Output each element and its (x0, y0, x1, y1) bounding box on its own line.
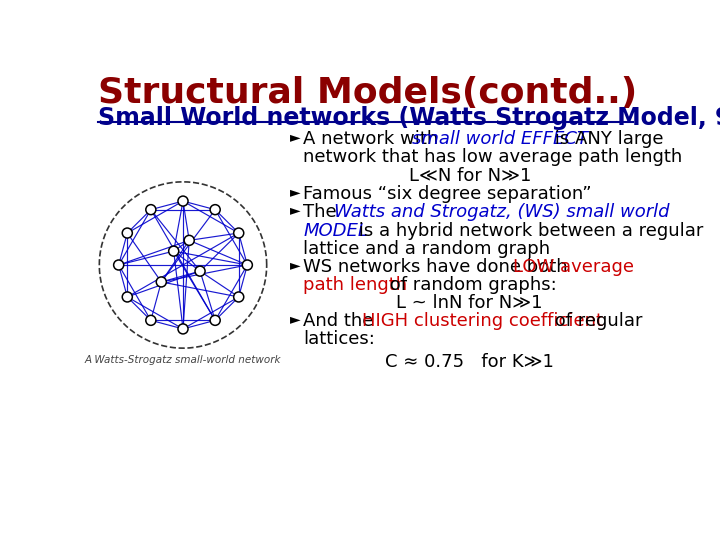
Circle shape (243, 260, 253, 270)
Text: network that has low average path length: network that has low average path length (303, 148, 683, 166)
Circle shape (210, 205, 220, 215)
Text: MODEL: MODEL (303, 221, 368, 240)
Circle shape (156, 277, 166, 287)
Text: Small World networks (Watts Strogatz Model, 98): Small World networks (Watts Strogatz Mod… (98, 106, 720, 130)
Text: lattice and a random graph: lattice and a random graph (303, 240, 550, 258)
Text: L≪N for N≫1: L≪N for N≫1 (408, 167, 531, 185)
Text: is ANY large: is ANY large (549, 130, 663, 148)
Text: ►: ► (290, 312, 300, 326)
Text: The: The (303, 204, 343, 221)
Text: ►: ► (290, 258, 300, 272)
Text: Watts and Strogatz, (WS) small world: Watts and Strogatz, (WS) small world (333, 204, 669, 221)
Text: LOW average: LOW average (513, 258, 634, 276)
Text: A network with: A network with (303, 130, 444, 148)
Circle shape (168, 246, 179, 256)
Circle shape (122, 228, 132, 238)
Text: ►: ► (290, 185, 300, 199)
Circle shape (195, 266, 205, 276)
Text: small world EFFECT: small world EFFECT (413, 130, 588, 148)
Text: Structural Models(contd..): Structural Models(contd..) (98, 76, 637, 110)
Circle shape (234, 292, 244, 302)
Text: A Watts-Strogatz small-world network: A Watts-Strogatz small-world network (85, 355, 282, 365)
Circle shape (178, 196, 188, 206)
Text: is a hybrid network between a regular: is a hybrid network between a regular (354, 221, 703, 240)
Circle shape (145, 315, 156, 326)
Text: lattices:: lattices: (303, 330, 375, 348)
Text: C ≈ 0.75   for K≫1: C ≈ 0.75 for K≫1 (385, 353, 554, 370)
Text: L ~ lnN for N≫1: L ~ lnN for N≫1 (397, 294, 543, 312)
Text: of regular: of regular (549, 312, 642, 330)
Text: HIGH clustering coefficient: HIGH clustering coefficient (362, 312, 603, 330)
Text: ►: ► (290, 130, 300, 144)
Circle shape (234, 228, 244, 238)
Circle shape (184, 235, 194, 245)
Text: WS networks have done both: WS networks have done both (303, 258, 574, 276)
Circle shape (122, 292, 132, 302)
Text: of random graphs:: of random graphs: (384, 276, 557, 294)
Text: Famous “six degree separation”: Famous “six degree separation” (303, 185, 592, 203)
Circle shape (210, 315, 220, 326)
Text: path length: path length (303, 276, 408, 294)
Circle shape (178, 324, 188, 334)
Text: And the: And the (303, 312, 379, 330)
Circle shape (146, 205, 156, 215)
Circle shape (114, 260, 124, 270)
Text: ►: ► (290, 204, 300, 218)
